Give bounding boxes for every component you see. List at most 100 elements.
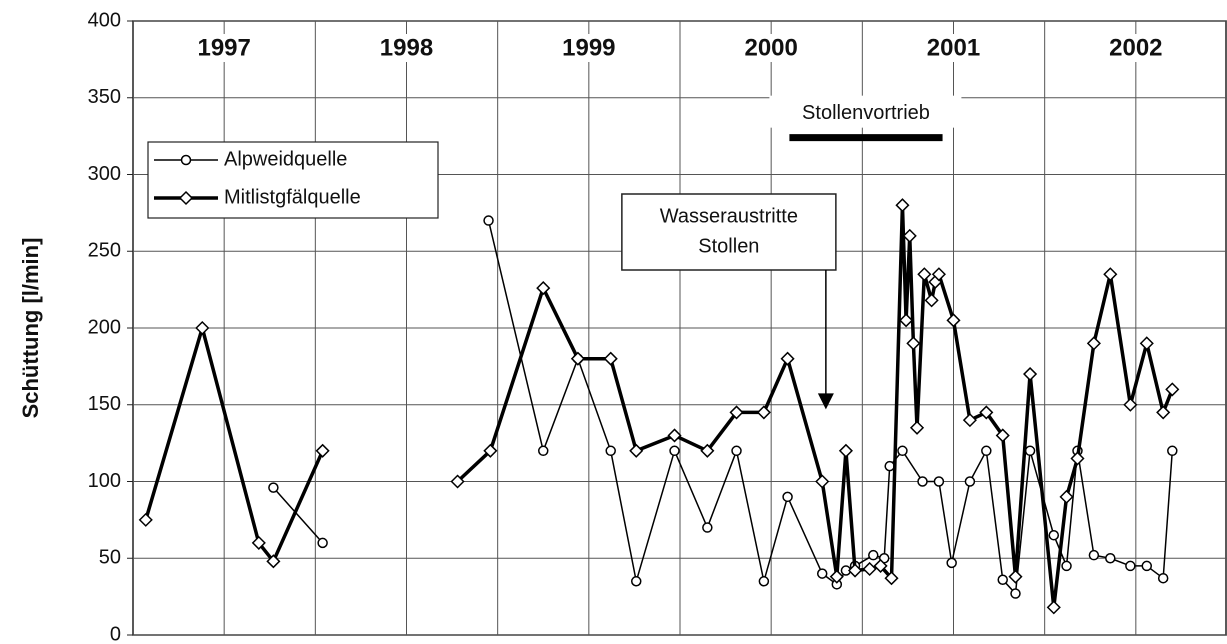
marker [1123, 397, 1138, 412]
note-text: Stollen [698, 235, 759, 257]
marker [979, 405, 994, 420]
marker [946, 313, 961, 328]
marker [1048, 529, 1060, 541]
marker [847, 563, 863, 578]
marker [450, 474, 465, 489]
marker [1105, 553, 1116, 564]
year-label: 1999 [562, 34, 615, 61]
marker [1167, 445, 1178, 457]
marker [862, 561, 877, 577]
y-tick-label: 250 [88, 240, 121, 262]
marker [700, 443, 715, 458]
marker [917, 267, 932, 282]
y-tick-label: 350 [88, 86, 121, 108]
marker [906, 336, 921, 351]
period-label: Stollenvortrieb [802, 102, 930, 124]
marker [933, 476, 945, 487]
y-tick-label: 200 [88, 316, 121, 338]
marker [816, 568, 828, 579]
legend-label: Mitlistgfälquelle [224, 186, 361, 208]
year-label: 2001 [927, 34, 980, 61]
y-tick-label: 150 [88, 393, 121, 415]
marker [483, 215, 494, 226]
y-axis-label: Schüttung [l/min] [18, 238, 43, 419]
marker [1059, 489, 1074, 504]
y-tick-label: 0 [110, 623, 121, 644]
marker [964, 476, 976, 487]
marker [1088, 549, 1100, 561]
marker [897, 445, 908, 457]
marker [1046, 600, 1061, 615]
y-tick-label: 100 [88, 470, 121, 492]
marker [884, 460, 895, 472]
marker [756, 405, 771, 420]
marker [899, 313, 914, 328]
note-box [621, 193, 837, 271]
marker [317, 537, 328, 549]
marker [315, 443, 330, 458]
marker [981, 445, 992, 457]
marker [1061, 560, 1072, 572]
year-label-bg [190, 34, 259, 62]
marker [995, 428, 1010, 443]
marker [629, 443, 644, 458]
marker [1086, 336, 1101, 351]
y-tick-label: 300 [88, 163, 121, 185]
marker [946, 557, 957, 569]
marker [1141, 560, 1153, 572]
marker [1070, 451, 1085, 466]
year-label: 2002 [1109, 34, 1162, 61]
marker [884, 571, 899, 586]
year-label: 2000 [744, 34, 797, 61]
marker [605, 445, 616, 457]
marker [895, 198, 910, 213]
marker [1157, 572, 1169, 584]
legend-marker [180, 154, 192, 166]
marker [195, 320, 210, 336]
marker [268, 482, 279, 493]
marker [266, 554, 281, 569]
marker [1156, 405, 1171, 420]
marker [1165, 382, 1180, 397]
year-label-bg [737, 34, 806, 62]
marker [909, 420, 925, 435]
marker [1125, 560, 1136, 572]
marker [868, 549, 879, 561]
marker [731, 445, 742, 457]
marker [931, 267, 946, 282]
marker [758, 576, 770, 587]
marker [1023, 366, 1038, 382]
marker [1024, 445, 1036, 457]
note-arrow-head [817, 393, 834, 410]
marker [251, 535, 266, 550]
year-label: 1997 [197, 34, 250, 61]
marker [782, 491, 793, 503]
marker [1008, 569, 1023, 584]
marker [829, 569, 844, 584]
marker [780, 351, 795, 366]
y-tick-label: 50 [99, 547, 121, 569]
marker [924, 293, 939, 308]
period-label-bg [769, 95, 962, 128]
marker [483, 443, 498, 458]
note-text: Wasseraustritte [660, 205, 798, 227]
year-label-bg [554, 34, 623, 62]
year-label: 1998 [380, 34, 433, 61]
marker [603, 351, 618, 366]
marker [702, 522, 713, 533]
y-tick-label: 400 [88, 9, 121, 31]
marker [917, 476, 928, 487]
marker [815, 474, 830, 489]
marker [838, 443, 853, 458]
marker [1103, 267, 1118, 282]
year-label-bg [372, 34, 441, 62]
marker [138, 512, 153, 527]
legend-label: Alpweidquelle [224, 148, 347, 170]
legend-box [147, 141, 439, 219]
marker [630, 576, 642, 587]
marker [1010, 588, 1021, 599]
marker [997, 574, 1008, 585]
marker [902, 228, 917, 243]
